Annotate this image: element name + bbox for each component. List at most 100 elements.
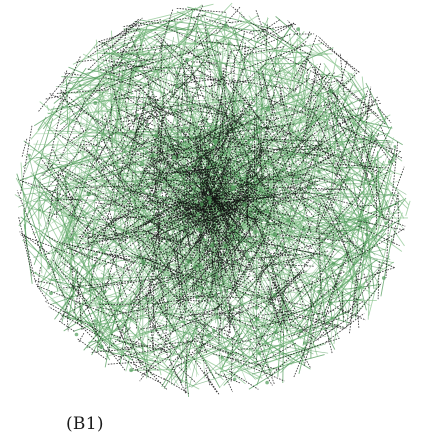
network-edge bbox=[203, 130, 212, 210]
network-edge bbox=[320, 232, 331, 235]
network-edge bbox=[343, 71, 359, 87]
network-edge bbox=[117, 283, 123, 303]
network-edge bbox=[218, 212, 230, 288]
network-edge bbox=[72, 205, 99, 257]
network-edge bbox=[76, 83, 81, 98]
network-edge bbox=[221, 279, 314, 340]
network-edge bbox=[359, 96, 378, 121]
network-edge bbox=[197, 228, 252, 320]
network-edge bbox=[279, 337, 340, 359]
network-edge bbox=[119, 139, 126, 153]
network-edge bbox=[182, 71, 228, 161]
network-edge bbox=[385, 215, 390, 279]
network-node bbox=[236, 174, 239, 176]
network-edge bbox=[255, 342, 296, 367]
network-edge bbox=[290, 258, 315, 307]
network-edge bbox=[164, 207, 226, 243]
network-edge bbox=[377, 261, 380, 300]
network-edge bbox=[214, 78, 237, 83]
network-node bbox=[236, 216, 240, 221]
network-node bbox=[172, 155, 177, 160]
network-edge bbox=[97, 28, 141, 43]
network-edge bbox=[319, 73, 343, 78]
network-edge bbox=[243, 179, 279, 240]
network-edge bbox=[270, 233, 279, 244]
network-edge bbox=[82, 140, 104, 149]
network-edge bbox=[390, 192, 399, 225]
network-edge bbox=[189, 253, 219, 292]
network-node bbox=[255, 317, 260, 322]
network-edge bbox=[280, 94, 293, 147]
network-edge bbox=[148, 276, 157, 332]
network-node bbox=[182, 261, 185, 264]
network-edge bbox=[108, 104, 113, 122]
network-edge bbox=[283, 253, 316, 292]
network-edge bbox=[221, 177, 291, 203]
network-edge bbox=[178, 308, 220, 319]
network-edge bbox=[192, 227, 195, 239]
network-edge bbox=[133, 208, 176, 240]
network-edge bbox=[316, 148, 383, 174]
network-edge bbox=[353, 267, 395, 282]
network-edge bbox=[134, 115, 150, 135]
network-edge bbox=[194, 235, 257, 244]
network-edge bbox=[95, 202, 158, 211]
network-edge bbox=[202, 167, 222, 197]
network-edge bbox=[158, 160, 174, 166]
network-edge bbox=[83, 58, 171, 84]
network-edge bbox=[194, 54, 222, 58]
network-edge bbox=[172, 358, 190, 369]
network-edge bbox=[265, 118, 316, 151]
network-node bbox=[209, 243, 215, 248]
network-edge bbox=[113, 254, 135, 264]
network-edge bbox=[22, 106, 89, 168]
network-edge bbox=[117, 28, 128, 81]
network-edge bbox=[45, 36, 137, 297]
network-edge bbox=[52, 259, 90, 309]
network-edge bbox=[245, 42, 324, 56]
network-edge bbox=[182, 183, 197, 192]
network-edge bbox=[185, 337, 188, 394]
network-edge bbox=[217, 14, 245, 84]
network-edge bbox=[187, 6, 275, 31]
network-edge bbox=[236, 84, 266, 121]
network-node bbox=[258, 352, 262, 356]
network-edge bbox=[193, 126, 203, 196]
network-edge bbox=[130, 284, 164, 305]
network-node bbox=[259, 188, 262, 191]
network-edge bbox=[357, 204, 375, 207]
network-node bbox=[33, 177, 37, 180]
network-edge bbox=[214, 372, 241, 384]
network-edge bbox=[197, 137, 235, 163]
network-node bbox=[251, 99, 254, 102]
network-edge bbox=[248, 161, 278, 210]
network-edge bbox=[353, 243, 365, 305]
network-node bbox=[207, 165, 211, 169]
network-edge bbox=[38, 287, 79, 323]
network-edge bbox=[334, 77, 386, 125]
network-node bbox=[93, 319, 97, 323]
network-edge bbox=[87, 202, 129, 248]
network-edge bbox=[67, 236, 77, 318]
network-edge bbox=[135, 101, 147, 141]
network-edge bbox=[203, 104, 210, 116]
network-edge bbox=[257, 261, 270, 282]
network-edge bbox=[281, 127, 298, 200]
network-edge bbox=[256, 133, 269, 176]
network-node bbox=[135, 113, 140, 118]
network-edge bbox=[203, 135, 223, 154]
network-edge bbox=[316, 44, 364, 96]
network-edge bbox=[222, 175, 231, 196]
network-node bbox=[250, 236, 253, 239]
network-edge bbox=[104, 113, 113, 148]
network-edge bbox=[336, 112, 357, 137]
network-edge bbox=[97, 256, 179, 387]
network-edge bbox=[196, 340, 231, 356]
network-edge bbox=[154, 145, 194, 176]
network-edge bbox=[281, 192, 337, 204]
network-edge bbox=[289, 41, 307, 55]
network-edge bbox=[100, 118, 137, 172]
network-edge bbox=[266, 181, 269, 201]
network-edge bbox=[132, 82, 142, 131]
